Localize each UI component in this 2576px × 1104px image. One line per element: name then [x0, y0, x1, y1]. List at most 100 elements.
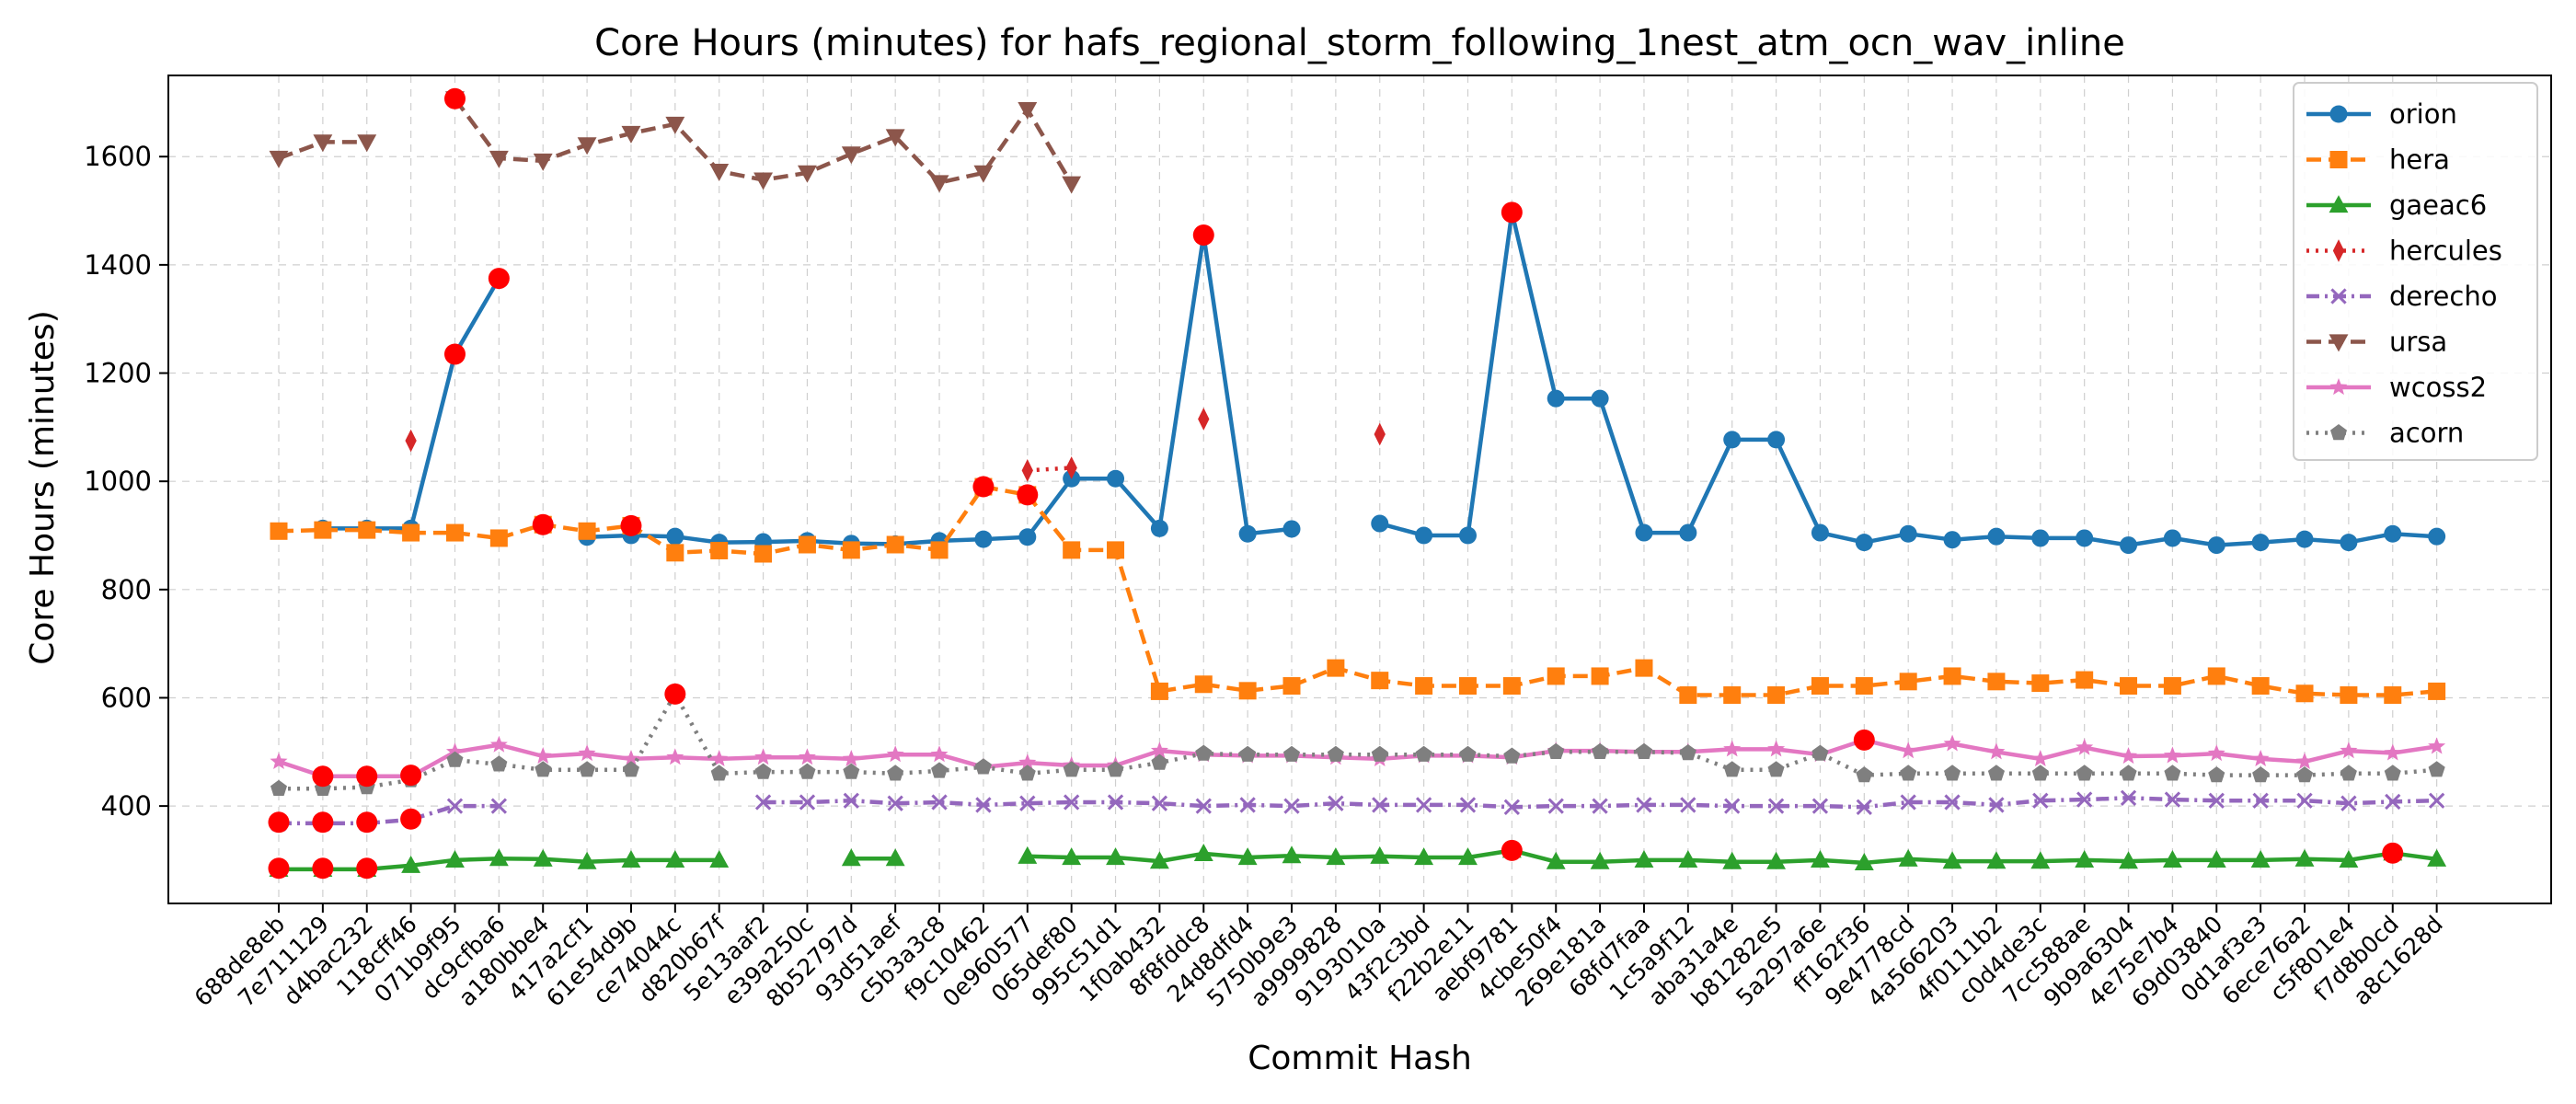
ursa-point: [797, 165, 817, 183]
wcoss2-point: [2120, 747, 2137, 765]
hera-point: [445, 523, 464, 542]
gaeac6-point: [2427, 848, 2447, 867]
acorn-point: [1635, 742, 1652, 759]
hera-point: [1635, 659, 1653, 677]
acorn-point: [622, 761, 639, 777]
acorn-point: [1679, 744, 1696, 761]
hera-point: [1811, 677, 1829, 696]
hera-point: [2031, 674, 2050, 693]
derecho-point: [1063, 794, 1080, 811]
acorn-point: [974, 758, 992, 775]
gaeac6-point: [1854, 852, 1874, 870]
orion-point: [1943, 531, 1961, 549]
wcoss2-point: [1899, 742, 1917, 759]
acorn-point: [2031, 765, 2049, 781]
gaeac6-point: [1282, 845, 1302, 864]
gaeac6-point: [2075, 850, 2095, 868]
derecho-point: [931, 794, 948, 811]
derecho-point: [490, 798, 508, 814]
acorn-point: [1856, 766, 1873, 783]
acorn-point: [1723, 761, 1741, 777]
gaeac6-point: [1193, 843, 1213, 861]
derecho-point: [2340, 795, 2357, 811]
highlight-point: [664, 683, 686, 705]
gaeac6-point: [709, 850, 730, 868]
gaeac6-point: [2030, 851, 2051, 869]
highlight-point: [532, 513, 554, 535]
gaeac6-point: [445, 850, 465, 868]
gaeac6-point: [2339, 850, 2359, 868]
wcoss2-point: [2163, 746, 2181, 764]
legend-item-gaeac6: gaeac6: [2306, 190, 2487, 221]
ursa-point: [269, 150, 289, 168]
wcoss2-point: [578, 744, 596, 762]
gaeac6-point: [1106, 847, 1125, 866]
acorn-point: [1151, 753, 1168, 770]
orion-point: [2120, 536, 2138, 555]
hera-point: [1943, 667, 1961, 685]
ursa-point: [841, 146, 861, 165]
orion-point: [2384, 524, 2402, 543]
series-ursa: [269, 91, 1082, 194]
acorn-point: [2296, 766, 2314, 783]
acorn-point: [1459, 745, 1477, 762]
legend-box: [2293, 82, 2538, 461]
y-tick-label: 600: [101, 682, 152, 713]
hera-point: [1107, 541, 1125, 559]
series-hercules: [405, 408, 1386, 482]
derecho-point: [2076, 791, 2093, 808]
ursa-point: [577, 137, 597, 155]
orion-point: [2076, 529, 2094, 547]
ursa-point: [885, 129, 905, 147]
derecho-point: [1415, 797, 1432, 813]
hera-point: [1502, 677, 1521, 696]
wcoss2-point: [1723, 740, 1742, 757]
legend-marker: [2330, 424, 2347, 441]
orion-point: [1767, 431, 1786, 449]
acorn-point: [1987, 765, 2005, 781]
wcoss2-point: [446, 742, 464, 760]
hera-point: [2120, 677, 2138, 696]
derecho-point: [975, 797, 992, 813]
hera-point: [930, 541, 949, 559]
gaeac6-point: [1149, 851, 1169, 869]
hera-line: [278, 484, 2437, 697]
legend-item-hera: hera: [2306, 144, 2450, 176]
derecho-point: [754, 794, 772, 811]
hera-point: [842, 541, 860, 559]
acorn-point: [1503, 747, 1521, 764]
highlight-point: [2382, 842, 2404, 864]
series-acorn: [270, 684, 2445, 796]
ursa-point: [665, 116, 685, 134]
plot-frame: [167, 75, 2552, 904]
hera-point: [314, 521, 332, 539]
orion-point: [1018, 528, 1037, 546]
orion-point: [2295, 530, 2314, 548]
highlight-point: [312, 857, 334, 880]
hera-point: [1063, 541, 1081, 559]
highlight-point: [356, 857, 378, 880]
derecho-point: [1328, 795, 1344, 811]
hera-point: [2251, 677, 2270, 696]
y-tick-label: 1200: [84, 358, 152, 389]
derecho-point: [2296, 792, 2313, 809]
legend-marker: [2330, 288, 2347, 305]
series-layer: [269, 91, 2447, 878]
orion-point: [1987, 527, 2006, 546]
hera-point: [1547, 667, 1565, 685]
hera-point: [2295, 684, 2314, 703]
derecho-point: [1283, 798, 1300, 814]
gaeac6-point: [841, 848, 861, 867]
wcoss2-point: [2076, 738, 2094, 755]
x-axis: 688de8eb7e711129d4bac232118cff46071b9f95…: [190, 903, 2448, 1012]
ursa-point: [929, 175, 949, 193]
acorn-point: [1327, 745, 1344, 762]
highlight-point: [312, 811, 334, 834]
acorn-point: [446, 751, 464, 767]
legend-item-hercules: hercules: [2306, 236, 2502, 267]
highlight-point: [1853, 729, 1875, 751]
legend-label: derecho: [2389, 281, 2497, 312]
hera-point: [402, 523, 420, 542]
wcoss2-point: [2251, 750, 2270, 766]
orion-point: [974, 530, 993, 548]
